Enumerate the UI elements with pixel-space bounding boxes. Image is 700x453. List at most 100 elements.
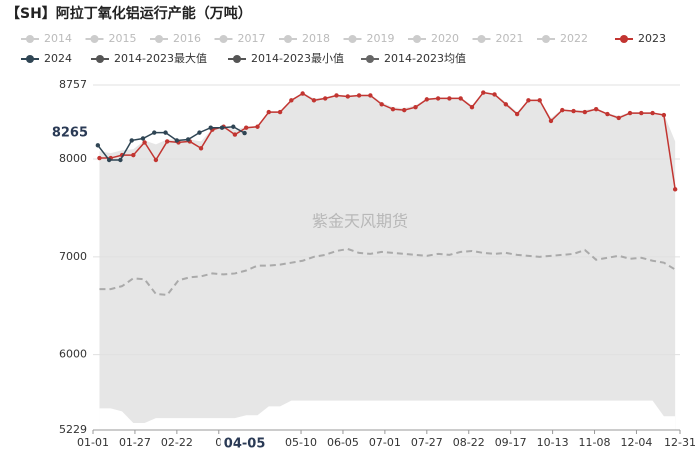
data-point — [616, 115, 621, 121]
data-point — [140, 136, 146, 141]
x-tick-label: 07-27 — [411, 436, 443, 449]
data-point — [560, 107, 565, 113]
data-point — [118, 157, 123, 163]
data-point — [164, 139, 170, 144]
pointer-x-label: 04-05 — [224, 437, 266, 452]
data-point — [593, 106, 599, 112]
data-point — [458, 96, 463, 101]
data-point — [413, 104, 418, 110]
data-point — [424, 97, 430, 102]
x-tick-label: 05-10 — [285, 436, 317, 449]
mean-line — [99, 247, 676, 296]
data-point — [571, 108, 576, 114]
legend-label: 2018 — [302, 32, 330, 45]
data-point — [514, 111, 520, 117]
pointer-y-label: 8265 — [52, 126, 88, 141]
legend-label: 2019 — [367, 32, 395, 45]
legend-marker — [155, 35, 163, 43]
data-point — [311, 98, 317, 103]
legend-label: 2022 — [560, 32, 588, 45]
legend-marker — [284, 35, 292, 43]
legend-marker — [90, 35, 99, 43]
data-point — [627, 110, 633, 116]
data-point — [300, 91, 305, 96]
data-point — [242, 130, 247, 136]
data-point — [232, 132, 238, 137]
data-point — [255, 124, 260, 129]
data-point — [244, 125, 249, 130]
x-tick-label: 0 — [215, 436, 222, 449]
legend-label: 2014-2023最大值 — [114, 51, 207, 65]
legend-marker — [26, 35, 34, 43]
legend-marker — [413, 35, 421, 43]
legend-label: 2023 — [638, 32, 666, 45]
watermark: 紫金天风期货 — [312, 212, 408, 231]
legend-label: 2017 — [238, 32, 266, 45]
legend-label: 2015 — [109, 32, 137, 45]
legend-marker — [366, 55, 374, 63]
data-point — [106, 157, 112, 163]
legend-marker — [477, 35, 486, 43]
data-point — [368, 93, 373, 98]
legend-marker — [233, 55, 241, 63]
x-tick-label: 09-17 — [495, 436, 527, 449]
data-point — [142, 140, 147, 145]
y-tick-label: 8757 — [59, 78, 87, 91]
data-point — [526, 98, 531, 103]
data-point — [402, 107, 407, 113]
legend-label: 2014-2023均值 — [384, 52, 466, 65]
max-area — [99, 91, 676, 430]
data-point — [390, 106, 396, 112]
y-tick-label: 5229 — [59, 423, 87, 436]
data-point — [153, 157, 159, 163]
chart-title: 【SH】阿拉丁氧化铝运行产能（万吨） — [6, 5, 252, 22]
series-line — [99, 91, 676, 190]
legend-label: 2024 — [44, 52, 72, 65]
data-point — [537, 98, 542, 103]
legend-marker — [348, 35, 357, 43]
min-area — [99, 400, 676, 430]
data-point — [129, 138, 134, 143]
data-point — [97, 155, 102, 161]
data-point — [219, 125, 225, 130]
legend-marker — [219, 35, 228, 43]
legend-marker — [96, 55, 104, 63]
data-point — [639, 110, 644, 116]
data-point — [650, 110, 655, 116]
data-point — [672, 187, 678, 192]
data-point — [163, 130, 168, 135]
data-point — [323, 96, 328, 101]
x-tick-label: 11-08 — [579, 436, 611, 449]
x-tick-label: 12-04 — [620, 436, 652, 449]
x-tick-label: 01-01 — [77, 436, 109, 449]
data-point — [469, 104, 475, 110]
y-tick-label: 7000 — [59, 250, 87, 263]
data-point — [605, 111, 610, 117]
data-point — [174, 138, 180, 143]
data-point — [345, 94, 350, 99]
data-point — [503, 102, 509, 107]
legend-label: 2020 — [431, 32, 459, 45]
x-tick-label: 10-13 — [537, 436, 569, 449]
legend-marker — [26, 55, 34, 63]
pointer-x-bg — [220, 434, 269, 452]
data-point — [95, 143, 101, 148]
data-point — [582, 109, 588, 115]
data-point — [356, 93, 362, 98]
data-point — [152, 130, 157, 135]
x-tick-label: 07-01 — [369, 436, 401, 449]
data-point — [661, 112, 667, 118]
y-tick-label: 6000 — [59, 348, 87, 361]
data-point — [481, 90, 486, 95]
legend-label: 2021 — [496, 32, 524, 45]
data-point — [231, 124, 236, 129]
legend-marker — [620, 35, 628, 43]
data-point — [447, 96, 452, 101]
data-point — [185, 137, 191, 142]
data-point — [379, 102, 384, 107]
legend-marker — [542, 35, 550, 43]
data-point — [277, 109, 283, 115]
data-point — [435, 96, 441, 101]
y-tick-label: 8000 — [59, 152, 87, 165]
